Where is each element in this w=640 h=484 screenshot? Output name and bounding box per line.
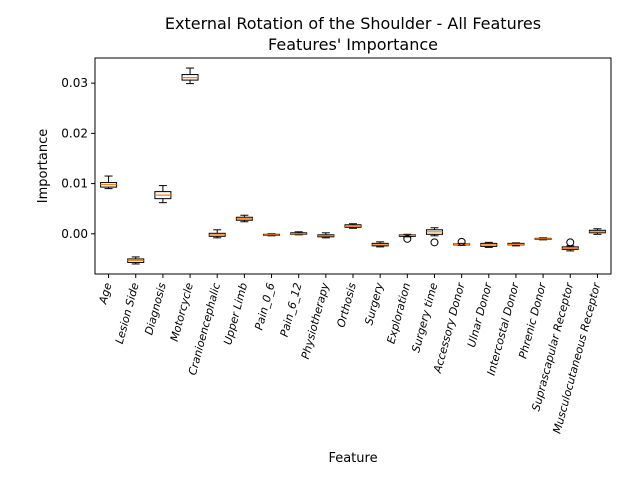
box-13 — [425, 227, 443, 247]
plot-frame — [94, 57, 612, 275]
x-tick-label: Ulnar Donor — [465, 280, 495, 349]
x-tick-label: Pain_6_12 — [278, 281, 305, 338]
x-tick-label: Exploration — [384, 281, 413, 345]
box-8 — [290, 231, 308, 236]
box-19 — [588, 228, 606, 235]
box-17 — [534, 237, 552, 241]
box-6 — [235, 214, 253, 223]
box-12 — [398, 233, 416, 243]
box-5 — [208, 229, 226, 239]
y-axis-label: Importance — [36, 129, 51, 204]
x-tick-label: Diagnosis — [142, 281, 168, 336]
box-14 — [453, 237, 471, 246]
box-2 — [127, 256, 145, 265]
x-tick-label: Surgery — [362, 281, 386, 327]
outlier-point — [457, 237, 466, 246]
outlier-point — [403, 234, 412, 243]
plot-area — [100, 67, 606, 265]
box-3 — [154, 185, 172, 204]
y-tick-label: 0.03 — [61, 76, 88, 90]
y-tick-label: 0.01 — [61, 177, 88, 191]
box-1 — [100, 175, 118, 190]
x-tick-label: Orthosis — [335, 281, 359, 329]
outlier-point — [566, 238, 575, 247]
chart-title-line2: Features' Importance — [268, 35, 438, 54]
chart-title-line1: External Rotation of the Shoulder - All … — [165, 14, 541, 33]
box-4 — [181, 67, 199, 85]
x-tick-label: Surgery time — [409, 281, 440, 354]
x-tick-label: Upper Limb — [221, 281, 250, 346]
x-tick-label: Motorcycle — [168, 281, 196, 343]
box-10 — [344, 223, 362, 229]
x-axis-label: Feature — [328, 451, 377, 466]
box-16 — [507, 242, 525, 247]
outlier-point — [430, 238, 439, 247]
x-tick-label: Phrenic Donor — [516, 280, 549, 360]
x-tick-label: Physiotherapy — [299, 281, 332, 361]
box-15 — [480, 241, 498, 248]
y-tick-label: 0.00 — [61, 227, 88, 241]
x-tick-label: Pain_0_6 — [252, 281, 277, 331]
x-tick-label: Age — [96, 281, 114, 306]
box-11 — [371, 241, 389, 248]
box-9 — [317, 232, 335, 239]
x-tick-label: Lesion Side — [113, 281, 142, 345]
box-18 — [561, 238, 579, 252]
y-tick-label: 0.02 — [61, 126, 88, 140]
box-7 — [263, 233, 281, 237]
